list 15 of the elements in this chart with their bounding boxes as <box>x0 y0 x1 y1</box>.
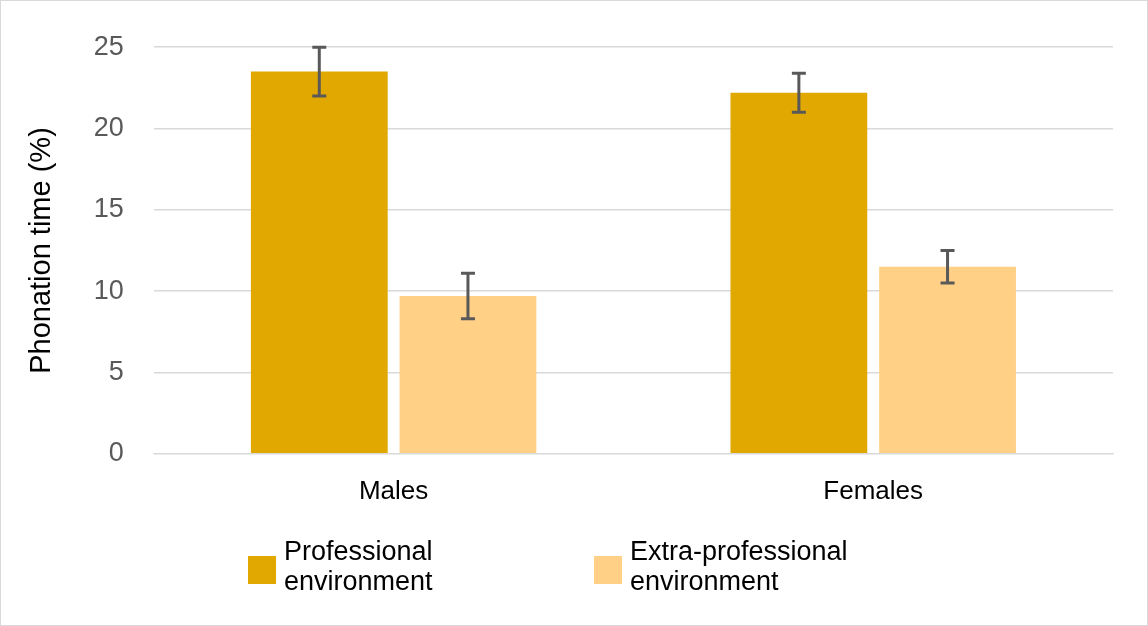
y-tick-label: 15 <box>93 193 124 224</box>
bar <box>730 92 868 454</box>
x-tick-label: Females <box>823 474 924 505</box>
y-tick-label: 20 <box>93 111 124 142</box>
y-tick-label: 10 <box>93 274 124 305</box>
bar <box>250 71 388 454</box>
y-axis-title: Phonation time (%) <box>24 127 57 374</box>
y-tick-label: 0 <box>108 437 124 468</box>
x-tick-label: Males <box>358 474 429 505</box>
legend-label: Extra-professional environment <box>630 536 849 596</box>
bar <box>879 266 1016 454</box>
y-tick-label: 25 <box>93 30 124 61</box>
bar <box>399 296 537 454</box>
legend-label: Professional environment <box>284 536 434 596</box>
y-tick-label: 5 <box>108 355 124 386</box>
